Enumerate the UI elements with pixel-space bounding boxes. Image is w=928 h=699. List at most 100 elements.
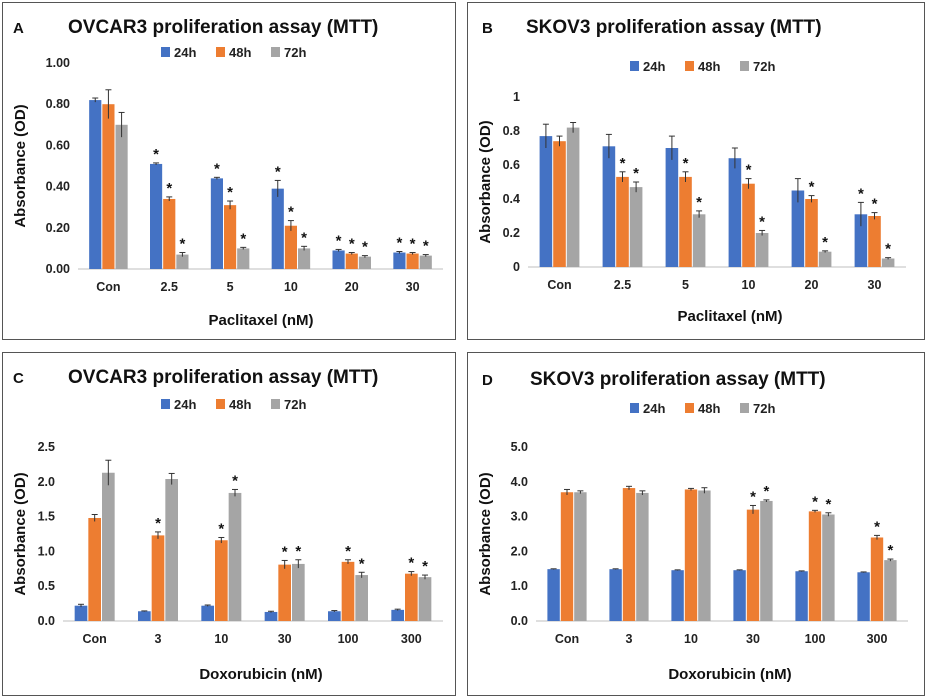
sig-star-c-48h-100: * (345, 543, 351, 560)
bar-a-24h-30 (393, 252, 406, 269)
y-tick-label-d: 2.0 (511, 544, 528, 558)
y-tick-label-d: 5.0 (511, 440, 528, 454)
sig-star-a-24h-30: * (396, 234, 402, 251)
legend-swatch-b-72h (740, 61, 749, 71)
bar-a-48h-20 (345, 253, 358, 269)
bar-d-24h-Con (547, 569, 560, 621)
x-tick-label-b: Con (547, 278, 571, 292)
x-tick-label-b: 2.5 (614, 278, 631, 292)
sig-star-d-48h-100: * (812, 493, 818, 510)
bar-a-24h-Con (89, 100, 102, 269)
x-tick-label-c: 30 (278, 632, 292, 646)
legend-label-b-72h: 72h (753, 59, 775, 74)
bar-d-48h-100 (808, 511, 822, 621)
bar-d-48h-300 (870, 537, 884, 621)
bar-d-24h-300 (857, 572, 870, 621)
bar-d-48h-10 (684, 489, 698, 621)
legend-swatch-b-24h (630, 61, 639, 71)
bar-a-24h-20 (332, 250, 345, 269)
y-tick-label-b: 0.4 (503, 192, 520, 206)
bar-b-72h-2.5 (629, 187, 643, 267)
y-tick-label-a: 0.60 (46, 138, 70, 152)
x-tick-label-c: 10 (214, 632, 228, 646)
y-tick-label-a: 0.00 (46, 262, 70, 276)
x-tick-label-a: 5 (227, 280, 234, 294)
x-tick-label-b: 5 (682, 278, 689, 292)
x-tick-label-d: 10 (684, 632, 698, 646)
chart-svg-a: A OVCAR3 proliferation assay (MTT) 24h 48h 7… (12, 17, 443, 329)
sig-star-d-72h-30: * (763, 483, 769, 500)
bar-c-72h-3 (165, 479, 178, 621)
bar-c-24h-300 (391, 609, 404, 621)
y-tick-label-c: 1.5 (38, 510, 55, 524)
bar-c-48h-100 (341, 561, 355, 621)
bar-b-48h-2.5 (616, 176, 629, 267)
bar-b-24h-Con (539, 136, 553, 267)
chart-panel-b: B SKOV3 proliferation assay (MTT) 24h 48h 72… (467, 2, 925, 340)
bar-b-48h-10 (742, 183, 755, 267)
legend-label-d-72h: 72h (753, 401, 775, 416)
bar-b-48h-30 (868, 216, 881, 267)
bar-c-72h-10 (228, 492, 242, 621)
chart-svg-b: B SKOV3 proliferation assay (MTT) 24h 48h 72… (477, 17, 906, 325)
bar-a-72h-5 (237, 248, 250, 269)
x-tick-label-d: 100 (805, 632, 826, 646)
bar-b-72h-5 (692, 214, 706, 267)
bar-a-72h-10 (298, 248, 311, 269)
chart-svg-c: C OVCAR3 proliferation assay (MTT) 24h 48h 7… (12, 367, 443, 683)
bar-b-72h-30 (881, 258, 895, 267)
bar-c-24h-30 (264, 611, 278, 621)
bar-c-24h-100 (328, 611, 341, 621)
bar-b-48h-Con (553, 141, 566, 267)
legend-swatch-a-24h (161, 47, 170, 57)
bar-c-24h-10 (201, 605, 214, 621)
bar-a-24h-10 (271, 188, 284, 269)
legend-label-a-24h: 24h (174, 45, 196, 60)
x-tick-label-a: 30 (406, 280, 420, 294)
sig-star-a-48h-10: * (288, 204, 294, 221)
y-tick-label-c: 1.0 (38, 544, 55, 558)
y-tick-label-a: 0.40 (46, 180, 70, 194)
legend-swatch-c-72h (271, 399, 280, 409)
bar-a-48h-Con (102, 104, 115, 269)
y-tick-label-b: 1 (513, 90, 520, 104)
y-tick-label-a: 0.20 (46, 221, 70, 235)
bar-c-72h-Con (102, 472, 115, 621)
sig-star-b-48h-10: * (746, 162, 752, 179)
y-tick-label-b: 0.8 (503, 124, 520, 138)
bar-a-48h-2.5 (163, 198, 176, 269)
bar-c-48h-Con (88, 517, 101, 621)
sig-star-b-48h-5: * (683, 155, 689, 172)
bar-a-72h-2.5 (176, 254, 189, 269)
bar-d-72h-30 (760, 500, 773, 621)
sig-star-c-48h-300: * (408, 555, 414, 572)
sig-star-d-72h-100: * (825, 496, 831, 513)
bar-b-72h-10 (755, 233, 769, 267)
bar-d-72h-Con (574, 492, 587, 621)
chart-svg-d: D SKOV3 proliferation assay (MTT) 24h 48h 72… (477, 369, 908, 683)
x-axis-label-b: Paclitaxel (nM) (677, 308, 782, 325)
y-tick-label-c: 2.0 (38, 475, 55, 489)
legend-label-d-24h: 24h (643, 401, 665, 416)
y-tick-label-c: 0.0 (38, 614, 55, 628)
bar-d-48h-30 (746, 509, 760, 621)
bar-d-48h-3 (622, 488, 636, 621)
legend-swatch-d-48h (685, 403, 694, 413)
bar-d-24h-10 (671, 570, 684, 621)
x-tick-label-d: Con (555, 632, 579, 646)
bar-b-24h-30 (854, 214, 868, 267)
bar-a-72h-Con (115, 124, 128, 269)
sig-star-a-48h-20: * (349, 236, 355, 253)
bar-b-24h-5 (665, 148, 679, 267)
x-tick-label-c: 3 (155, 632, 162, 646)
sig-star-d-48h-30: * (750, 488, 756, 505)
y-tick-label-a: 1.00 (46, 56, 70, 70)
bar-b-72h-Con (566, 127, 580, 267)
bar-d-72h-100 (822, 514, 835, 621)
legend-swatch-d-24h (630, 403, 639, 413)
x-tick-label-a: 2.5 (161, 280, 178, 294)
sig-star-c-72h-300: * (422, 558, 428, 575)
bar-d-72h-10 (698, 490, 711, 621)
legend-swatch-a-48h (216, 47, 225, 57)
sig-star-c-72h-10: * (232, 472, 238, 489)
